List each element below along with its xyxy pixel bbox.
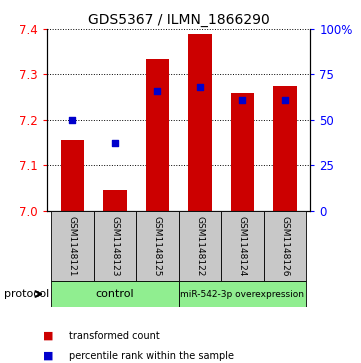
Text: percentile rank within the sample: percentile rank within the sample	[69, 351, 234, 361]
Text: GSM1148126: GSM1148126	[280, 216, 290, 276]
Point	[70, 117, 75, 123]
Bar	[179, 281, 306, 307]
Bar	[179, 211, 221, 281]
Text: ■: ■	[43, 331, 54, 341]
Bar	[264, 211, 306, 281]
Text: GSM1148122: GSM1148122	[195, 216, 204, 276]
Bar	[51, 211, 94, 281]
Text: GSM1148125: GSM1148125	[153, 216, 162, 276]
Bar	[51, 281, 179, 307]
Bar	[103, 190, 127, 211]
Title: GDS5367 / ILMN_1866290: GDS5367 / ILMN_1866290	[88, 13, 270, 26]
Point	[112, 140, 118, 146]
Text: GSM1148123: GSM1148123	[110, 216, 119, 276]
Point	[282, 97, 288, 103]
Text: transformed count: transformed count	[69, 331, 159, 341]
Bar	[221, 211, 264, 281]
Text: GSM1148121: GSM1148121	[68, 216, 77, 276]
Bar	[61, 140, 84, 211]
Text: miR-542-3p overexpression: miR-542-3p overexpression	[180, 290, 304, 298]
Bar	[231, 93, 254, 211]
Text: control: control	[96, 289, 134, 299]
Bar	[273, 86, 297, 211]
Bar	[146, 58, 169, 211]
Point	[240, 97, 245, 103]
Text: GSM1148124: GSM1148124	[238, 216, 247, 276]
Text: ■: ■	[43, 351, 54, 361]
Bar	[136, 211, 179, 281]
Point	[197, 84, 203, 90]
Bar	[188, 34, 212, 211]
Bar	[94, 211, 136, 281]
Point	[155, 88, 160, 94]
Text: protocol: protocol	[4, 289, 49, 299]
